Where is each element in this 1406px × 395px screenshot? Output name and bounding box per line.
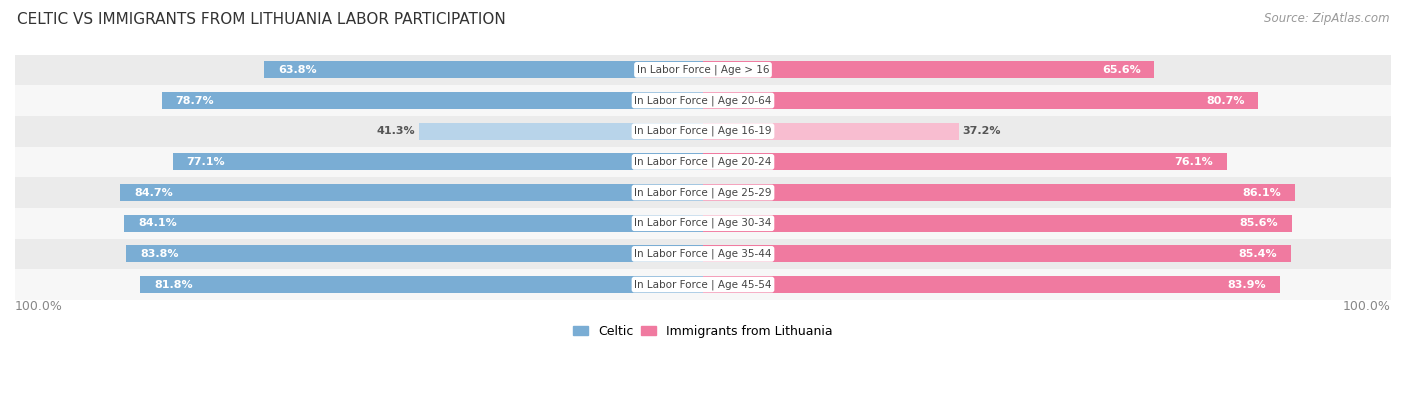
Text: 85.4%: 85.4% — [1239, 249, 1277, 259]
Bar — [419, 123, 703, 139]
Text: 85.6%: 85.6% — [1240, 218, 1278, 228]
Bar — [15, 208, 1391, 239]
Text: In Labor Force | Age 30-34: In Labor Force | Age 30-34 — [634, 218, 772, 228]
Text: 37.2%: 37.2% — [962, 126, 1001, 136]
Bar — [121, 184, 703, 201]
Text: CELTIC VS IMMIGRANTS FROM LITHUANIA LABOR PARTICIPATION: CELTIC VS IMMIGRANTS FROM LITHUANIA LABO… — [17, 12, 506, 27]
Text: 77.1%: 77.1% — [187, 157, 225, 167]
Text: 84.7%: 84.7% — [134, 188, 173, 198]
Bar — [703, 276, 1281, 293]
Bar — [15, 147, 1391, 177]
Bar — [703, 215, 1292, 231]
Bar — [15, 116, 1391, 147]
Text: 100.0%: 100.0% — [15, 300, 63, 313]
Text: In Labor Force | Age > 16: In Labor Force | Age > 16 — [637, 65, 769, 75]
Text: In Labor Force | Age 20-24: In Labor Force | Age 20-24 — [634, 156, 772, 167]
Bar — [15, 55, 1391, 85]
Text: 84.1%: 84.1% — [138, 218, 177, 228]
Text: 83.8%: 83.8% — [141, 249, 179, 259]
Text: 81.8%: 81.8% — [155, 280, 193, 290]
Text: 100.0%: 100.0% — [1343, 300, 1391, 313]
Bar — [15, 269, 1391, 300]
Text: 63.8%: 63.8% — [278, 65, 316, 75]
Text: 83.9%: 83.9% — [1227, 280, 1267, 290]
Text: In Labor Force | Age 20-64: In Labor Force | Age 20-64 — [634, 95, 772, 106]
Text: 86.1%: 86.1% — [1243, 188, 1282, 198]
Text: In Labor Force | Age 45-54: In Labor Force | Age 45-54 — [634, 279, 772, 290]
Bar — [173, 153, 703, 170]
Bar — [15, 239, 1391, 269]
Bar — [703, 184, 1295, 201]
Bar — [124, 215, 703, 231]
Bar — [141, 276, 703, 293]
Text: 41.3%: 41.3% — [377, 126, 415, 136]
Bar — [162, 92, 703, 109]
Text: 76.1%: 76.1% — [1174, 157, 1213, 167]
Bar — [264, 61, 703, 78]
Legend: Celtic, Immigrants from Lithuania: Celtic, Immigrants from Lithuania — [574, 325, 832, 338]
Text: 80.7%: 80.7% — [1206, 96, 1244, 105]
Text: Source: ZipAtlas.com: Source: ZipAtlas.com — [1264, 12, 1389, 25]
Bar — [703, 61, 1154, 78]
Bar — [127, 245, 703, 262]
Text: In Labor Force | Age 35-44: In Labor Force | Age 35-44 — [634, 248, 772, 259]
Bar — [703, 245, 1291, 262]
Bar — [15, 177, 1391, 208]
Text: 65.6%: 65.6% — [1102, 65, 1140, 75]
Text: In Labor Force | Age 16-19: In Labor Force | Age 16-19 — [634, 126, 772, 136]
Bar — [15, 85, 1391, 116]
Bar — [703, 92, 1258, 109]
Bar — [703, 123, 959, 139]
Text: In Labor Force | Age 25-29: In Labor Force | Age 25-29 — [634, 187, 772, 198]
Text: 78.7%: 78.7% — [176, 96, 214, 105]
Bar — [703, 153, 1226, 170]
